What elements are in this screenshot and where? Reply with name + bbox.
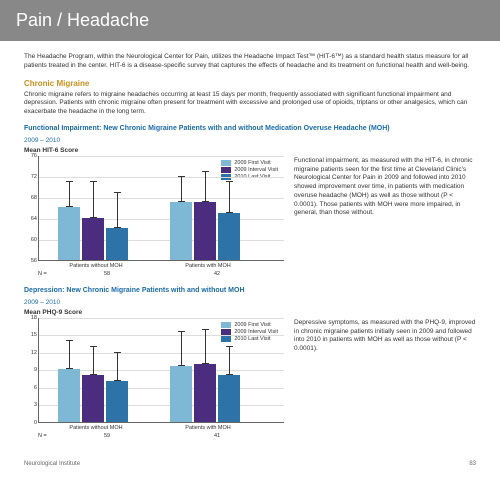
ytick: 76: [25, 153, 37, 159]
legend-label: 2009 Interval Visit: [234, 167, 278, 173]
ytick: 3: [25, 402, 37, 408]
chart2-sidetext: Depressive symptoms, as measured with th…: [294, 309, 476, 439]
bar: [218, 213, 240, 260]
ytick: 0: [25, 420, 37, 426]
chart2-row: Mean PHQ-9 Score 2009 First Visit2009 In…: [24, 309, 476, 439]
chronic-body: Chronic migraine refers to migraine head…: [24, 91, 476, 117]
page-title: Pain / Headache: [16, 10, 149, 30]
legend-swatch: [221, 329, 231, 335]
ytick: 68: [25, 195, 37, 201]
legend-label: 2010 Last Visit: [234, 336, 270, 342]
ytick: 18: [25, 315, 37, 321]
legend-item: 2009 Interval Visit: [221, 167, 278, 173]
ytick: 60: [25, 237, 37, 243]
bar: [170, 202, 192, 260]
page-header: Pain / Headache: [0, 0, 500, 41]
gridline: [39, 177, 284, 178]
x-category: Patients without MOH: [51, 425, 141, 431]
legend-swatch: [221, 336, 231, 342]
chart2-ytitle: Mean PHQ-9 Score: [24, 309, 284, 316]
chart2-box: Mean PHQ-9 Score 2009 First Visit2009 In…: [24, 309, 284, 439]
ytick: 6: [25, 385, 37, 391]
ytick: 12: [25, 350, 37, 356]
footer: Neurological Institute 83: [0, 457, 500, 475]
x-category: Patients without MOH: [51, 263, 141, 269]
bar: [170, 366, 192, 421]
chart1-area: 2009 First Visit2009 Interval Visit2010 …: [38, 156, 284, 261]
gridline: [39, 335, 284, 336]
bar: [218, 375, 240, 422]
ytick: 56: [25, 258, 37, 264]
chart2-area: 2009 First Visit2009 Interval Visit2010 …: [38, 318, 284, 423]
bar: [194, 202, 216, 260]
legend-swatch: [221, 160, 231, 166]
ytick: 64: [25, 216, 37, 222]
legend-item: 2010 Last Visit: [221, 336, 278, 342]
chart2-title: Depression: New Chronic Migraine Patient…: [24, 287, 476, 294]
bar: [58, 369, 80, 422]
chart1-ytitle: Mean HIT-6 Score: [24, 147, 284, 154]
intro-text: The Headache Program, within the Neurolo…: [24, 53, 476, 71]
bar: [106, 381, 128, 422]
legend-item: 2009 First Visit: [221, 322, 278, 328]
gridline: [39, 318, 284, 319]
chart1-row: Mean HIT-6 Score 2009 First Visit2009 In…: [24, 147, 476, 277]
legend-label: 2009 Interval Visit: [234, 329, 278, 335]
ytick: 9: [25, 367, 37, 373]
ytick: 15: [25, 332, 37, 338]
ytick: 72: [25, 174, 37, 180]
chart2-daterange: 2009 – 2010: [24, 299, 476, 306]
legend-item: 2009 Interval Visit: [221, 329, 278, 335]
legend-label: 2009 First Visit: [234, 160, 270, 166]
chart2-legend: 2009 First Visit2009 Interval Visit2010 …: [219, 320, 280, 345]
chart1-title: Functional Impairment: New Chronic Migra…: [24, 125, 476, 132]
chart1-sidetext: Functional impairment, as measured with …: [294, 147, 476, 277]
chart2-nrow: N =5941: [38, 433, 284, 439]
legend-item: 2009 First Visit: [221, 160, 278, 166]
content: The Headache Program, within the Neurolo…: [0, 41, 500, 457]
x-category: Patients with MOH: [163, 425, 253, 431]
legend-swatch: [221, 322, 231, 328]
gridline: [39, 156, 284, 157]
chart1-legend: 2009 First Visit2009 Interval Visit2010 …: [219, 158, 280, 183]
gridline: [39, 353, 284, 354]
bar: [194, 364, 216, 422]
bar: [106, 228, 128, 260]
footer-right: 83: [469, 461, 476, 467]
chronic-heading: Chronic Migraine: [24, 79, 476, 88]
legend-label: 2009 First Visit: [234, 322, 270, 328]
footer-left: Neurological Institute: [24, 461, 80, 467]
chart1-daterange: 2009 – 2010: [24, 137, 476, 144]
gridline: [39, 198, 284, 199]
x-category: Patients with MOH: [163, 263, 253, 269]
chart1-nrow: N =5842: [38, 271, 284, 277]
bar: [82, 218, 104, 260]
legend-swatch: [221, 167, 231, 173]
chart1-box: Mean HIT-6 Score 2009 First Visit2009 In…: [24, 147, 284, 277]
bar: [82, 375, 104, 422]
bar: [58, 207, 80, 260]
